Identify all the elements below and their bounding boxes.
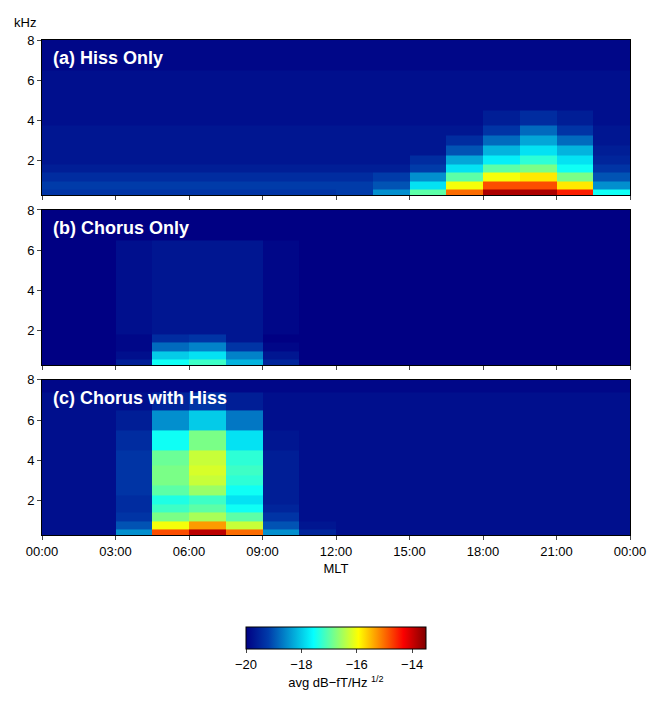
svg-text:03:00: 03:00 — [99, 544, 132, 559]
svg-text:kHz: kHz — [14, 15, 36, 30]
svg-text:18:00: 18:00 — [467, 544, 500, 559]
svg-text:6: 6 — [27, 413, 34, 428]
svg-text:21:00: 21:00 — [540, 544, 573, 559]
svg-text:4: 4 — [27, 283, 34, 298]
svg-text:4: 4 — [27, 453, 34, 468]
svg-text:2: 2 — [27, 323, 34, 338]
svg-text:(a) Hiss Only: (a) Hiss Only — [53, 48, 163, 68]
svg-text:4: 4 — [27, 113, 34, 128]
svg-text:avg dB−fT/Hz ​1/2​: avg dB−fT/Hz ​1/2​ — [288, 674, 383, 690]
svg-text:2: 2 — [27, 493, 34, 508]
svg-text:8: 8 — [27, 372, 34, 387]
svg-text:12:00: 12:00 — [320, 544, 353, 559]
svg-text:(c) Chorus with Hiss: (c) Chorus with Hiss — [53, 388, 227, 408]
svg-text:−20: −20 — [235, 657, 257, 672]
svg-text:−14: −14 — [401, 657, 423, 672]
svg-text:−16: −16 — [346, 657, 368, 672]
svg-text:−18: −18 — [290, 657, 312, 672]
svg-text:15:00: 15:00 — [393, 544, 426, 559]
svg-text:6: 6 — [27, 73, 34, 88]
svg-text:00:00: 00:00 — [26, 544, 59, 559]
svg-text:09:00: 09:00 — [246, 544, 279, 559]
svg-text:06:00: 06:00 — [173, 544, 206, 559]
svg-text:00:00: 00:00 — [614, 544, 647, 559]
svg-text:MLT: MLT — [323, 561, 348, 576]
svg-text:6: 6 — [27, 243, 34, 258]
svg-text:8: 8 — [27, 33, 34, 48]
svg-text:(b) Chorus Only: (b) Chorus Only — [53, 218, 189, 238]
svg-text:2: 2 — [27, 153, 34, 168]
svg-text:8: 8 — [27, 203, 34, 218]
